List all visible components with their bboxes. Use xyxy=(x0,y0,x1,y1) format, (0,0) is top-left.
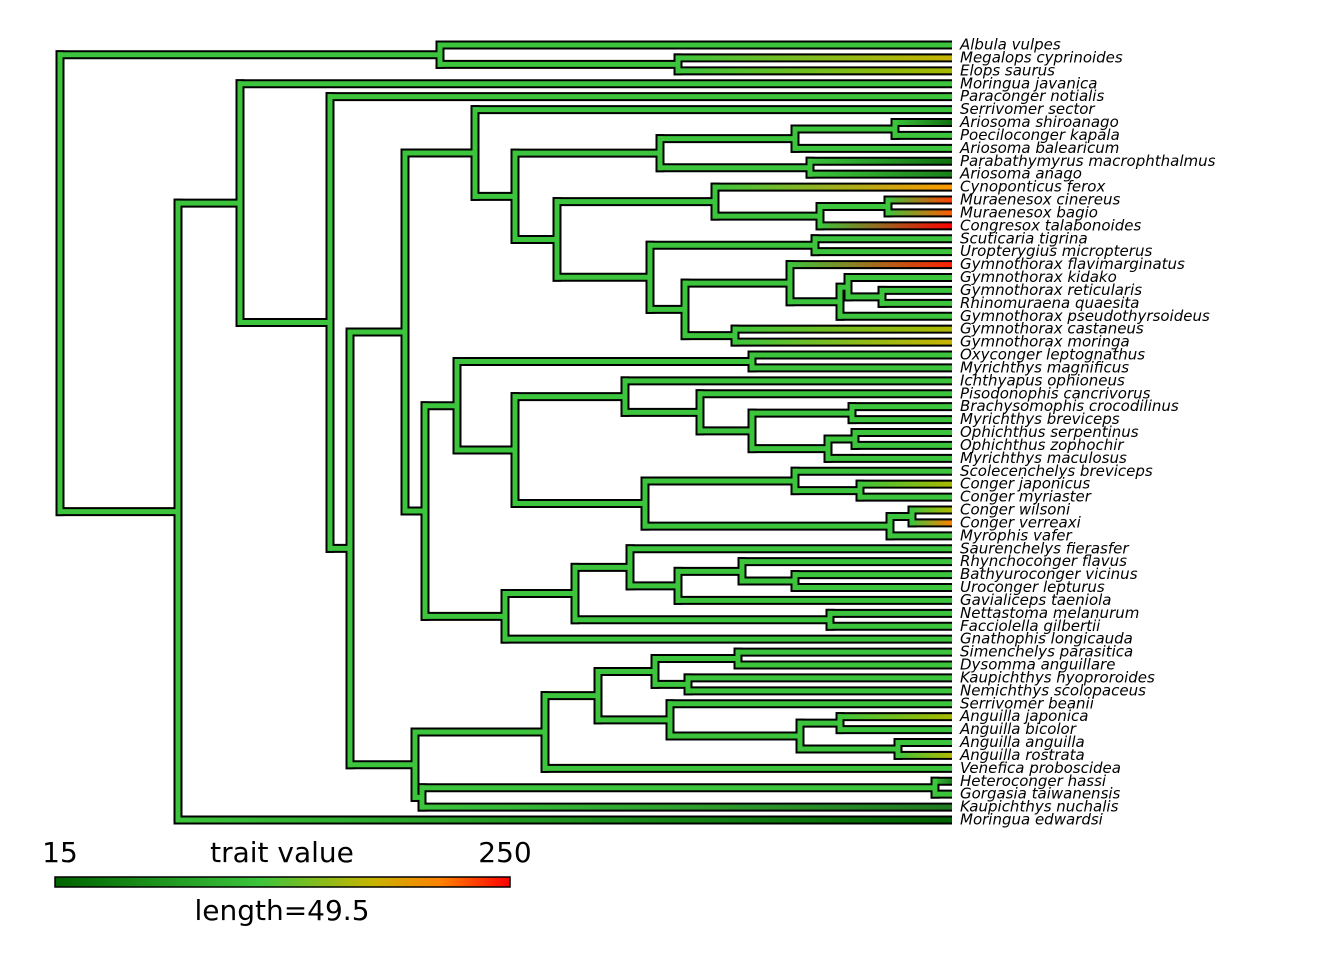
tip-label: Cynoponticus ferox xyxy=(960,178,1105,196)
tip-label: Megalops cyprinoides xyxy=(960,48,1123,66)
tip-label: Moringua javanica xyxy=(960,74,1098,92)
branch xyxy=(932,778,952,784)
tip-label: Gnathophis longicauda xyxy=(960,630,1133,648)
tip-label: Serrivomer sector xyxy=(960,100,1095,118)
tip-label: Conger japonicus xyxy=(960,475,1090,493)
tip-label: Anguilla japonica xyxy=(959,707,1088,725)
branches xyxy=(57,42,952,823)
tip-label: Conger wilsoni xyxy=(960,501,1071,519)
branch xyxy=(419,804,952,810)
tip-label: Gymnothorax pseudothyrsoideus xyxy=(960,307,1210,325)
tip-label: Anguilla bicolor xyxy=(959,720,1077,738)
tip-label: Parabathymyrus macrophthalmus xyxy=(960,152,1216,170)
tip-label: Nemichthys scolopaceus xyxy=(960,681,1146,699)
tip-label: Pisodonophis cancrivorus xyxy=(960,384,1151,402)
tip-label: Poeciloconger kapala xyxy=(960,126,1120,144)
branch xyxy=(675,55,952,61)
tip-label: Simenchelys parasitica xyxy=(960,643,1133,661)
branch xyxy=(807,171,952,177)
tip-label: Ariosoma balearicum xyxy=(959,139,1119,157)
tip-label: Muraenesox cinereus xyxy=(960,191,1120,209)
tip-label: Anguilla anguilla xyxy=(959,733,1085,751)
tip-label: Venefica proboscidea xyxy=(960,759,1121,777)
tip-label: Gorgasia taiwanensis xyxy=(960,785,1121,803)
legend-length: length=49.5 xyxy=(194,894,369,927)
branch xyxy=(712,184,952,190)
branch xyxy=(732,326,952,332)
tip-label: Gymnothorax castaneus xyxy=(960,320,1144,338)
tip-label: Ariosoma anago xyxy=(959,165,1082,183)
tip-label: Rhynchoconger flavus xyxy=(960,552,1127,570)
tip-label: Dysomma anguillare xyxy=(960,656,1115,674)
branch xyxy=(909,520,952,526)
legend-max: 250 xyxy=(478,836,531,869)
tip-label: Brachysomophis crocodilinus xyxy=(960,397,1179,415)
branch xyxy=(857,481,952,487)
tip-label: Heteroconger hassi xyxy=(960,772,1107,790)
branch xyxy=(885,210,952,216)
tip-label: Oxyconger leptognathus xyxy=(960,346,1145,364)
tip-label: Scuticaria tigrina xyxy=(960,229,1088,247)
tip-label: Conger verreaxi xyxy=(960,513,1082,531)
tip-label: Ophichthus zophochir xyxy=(960,436,1124,454)
branch xyxy=(837,714,952,720)
tip-label: Saurenchelys fierasfer xyxy=(960,539,1129,557)
tip-label: Myrichthys maculosus xyxy=(960,449,1127,467)
tip-label: Gavialiceps taeniola xyxy=(960,591,1111,609)
tip-label: Bathyuroconger vicinus xyxy=(960,565,1138,583)
tip-label: Gymnothorax moringa xyxy=(960,333,1130,351)
tip-label: Myrophis vafer xyxy=(960,526,1073,544)
tip-label: Gymnothorax reticularis xyxy=(960,281,1142,299)
tip-label: Albula vulpes xyxy=(959,36,1061,54)
branch xyxy=(885,197,952,203)
tip-label: Gymnothorax flavimarginatus xyxy=(960,255,1185,273)
tip-label: Anguilla rostrata xyxy=(959,746,1085,764)
legend-min: 15 xyxy=(42,836,78,869)
tip-label: Uropterygius micropterus xyxy=(960,242,1152,260)
tip-label: Ophichthus serpentinus xyxy=(960,423,1139,441)
branch xyxy=(892,120,952,125)
tip-label: Uroconger lepturus xyxy=(960,578,1105,596)
branch xyxy=(807,158,952,164)
branches-outline xyxy=(55,40,952,825)
tip-label: Paraconger notialis xyxy=(960,87,1104,105)
tip-label: Myrichthys breviceps xyxy=(960,410,1120,428)
tip-label: Muraenesox bagio xyxy=(960,203,1098,221)
tip-label: Kaupichthys hyoproroides xyxy=(960,668,1155,686)
legend-title: trait value xyxy=(210,836,354,869)
tip-label: Kaupichthys nuchalis xyxy=(960,798,1119,816)
color-scale-bar xyxy=(54,876,511,888)
branch xyxy=(675,68,952,74)
tip-label: Nettastoma melanurum xyxy=(960,604,1139,622)
tip-label: Rhinomuraena quaesita xyxy=(960,294,1139,312)
tip-label: Elops saurus xyxy=(960,61,1055,79)
tip-label: Scolecenchelys breviceps xyxy=(960,462,1153,480)
tip-label: Moringua edwardsi xyxy=(960,811,1104,829)
branch xyxy=(895,752,952,758)
branch xyxy=(817,223,952,229)
tip-label: Ariosoma shiroanago xyxy=(959,113,1119,131)
branch xyxy=(787,262,952,268)
branch xyxy=(732,339,952,345)
tip-label: Serrivomer beanii xyxy=(960,694,1095,712)
tip-label: Facciolella gilbertii xyxy=(960,617,1101,635)
tip-label: Gymnothorax kidako xyxy=(960,268,1117,286)
tip-label: Conger myriaster xyxy=(960,488,1092,506)
tip-label: Ichthyapus ophioneus xyxy=(960,371,1125,389)
branch xyxy=(909,507,952,513)
branch xyxy=(175,817,952,823)
tip-label: Myrichthys magnificus xyxy=(960,358,1129,376)
tip-label: Congresox talabonoides xyxy=(960,216,1141,234)
